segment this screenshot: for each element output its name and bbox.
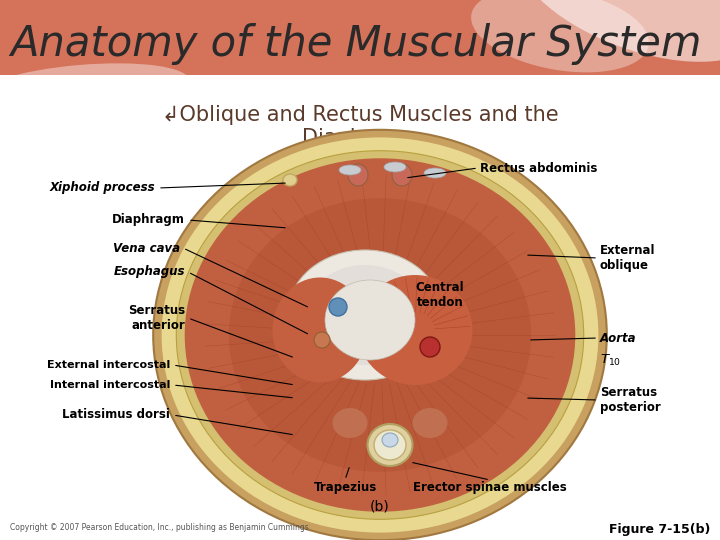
Ellipse shape xyxy=(424,168,446,178)
Ellipse shape xyxy=(287,250,443,380)
Ellipse shape xyxy=(305,265,425,365)
Ellipse shape xyxy=(314,332,330,348)
Text: Vena cava: Vena cava xyxy=(113,241,180,254)
Text: $T_{10}$: $T_{10}$ xyxy=(600,353,621,368)
Text: ↲Oblique and Rectus Muscles and the
Diaphragm: ↲Oblique and Rectus Muscles and the Diap… xyxy=(162,105,558,148)
Ellipse shape xyxy=(348,164,368,186)
Ellipse shape xyxy=(185,158,575,512)
Ellipse shape xyxy=(161,137,598,532)
Ellipse shape xyxy=(471,0,649,72)
Ellipse shape xyxy=(374,430,406,460)
Text: Serratus
posterior: Serratus posterior xyxy=(600,386,661,414)
Text: External
oblique: External oblique xyxy=(600,244,655,272)
Bar xyxy=(0,0,720,82)
Text: Trapezius: Trapezius xyxy=(313,482,377,495)
Text: Latissimus dorsi: Latissimus dorsi xyxy=(62,408,170,422)
Ellipse shape xyxy=(329,298,347,316)
Text: Rectus abdominis: Rectus abdominis xyxy=(480,161,598,174)
Text: Internal intercostal: Internal intercostal xyxy=(50,380,170,390)
Ellipse shape xyxy=(325,280,415,360)
Text: Erector spinae muscles: Erector spinae muscles xyxy=(413,482,567,495)
Ellipse shape xyxy=(153,130,607,540)
Ellipse shape xyxy=(272,278,367,382)
Text: Diaphragm: Diaphragm xyxy=(112,213,185,226)
Ellipse shape xyxy=(176,151,584,519)
Text: (b): (b) xyxy=(370,500,390,514)
Bar xyxy=(0,75,720,540)
Text: Aorta: Aorta xyxy=(600,332,636,345)
Ellipse shape xyxy=(229,198,531,472)
Ellipse shape xyxy=(0,63,189,117)
Ellipse shape xyxy=(367,424,413,466)
Text: External intercostal: External intercostal xyxy=(47,360,170,370)
Ellipse shape xyxy=(333,408,367,438)
Text: Central
tendon: Central tendon xyxy=(415,281,464,309)
Ellipse shape xyxy=(413,408,448,438)
Ellipse shape xyxy=(358,275,472,385)
Ellipse shape xyxy=(392,164,412,186)
Ellipse shape xyxy=(382,433,398,447)
Text: Esophagus: Esophagus xyxy=(114,266,185,279)
Text: Serratus
anterior: Serratus anterior xyxy=(128,304,185,332)
Ellipse shape xyxy=(283,174,297,186)
Text: Xiphoid process: Xiphoid process xyxy=(50,181,155,194)
Ellipse shape xyxy=(384,162,406,172)
Ellipse shape xyxy=(516,0,720,62)
Text: Figure 7-15(b): Figure 7-15(b) xyxy=(608,523,710,537)
Ellipse shape xyxy=(339,165,361,175)
Ellipse shape xyxy=(420,337,440,357)
Text: Copyright © 2007 Pearson Education, Inc., publishing as Benjamin Cummings: Copyright © 2007 Pearson Education, Inc.… xyxy=(10,523,309,532)
Text: Anatomy of the Muscular System: Anatomy of the Muscular System xyxy=(10,23,701,65)
